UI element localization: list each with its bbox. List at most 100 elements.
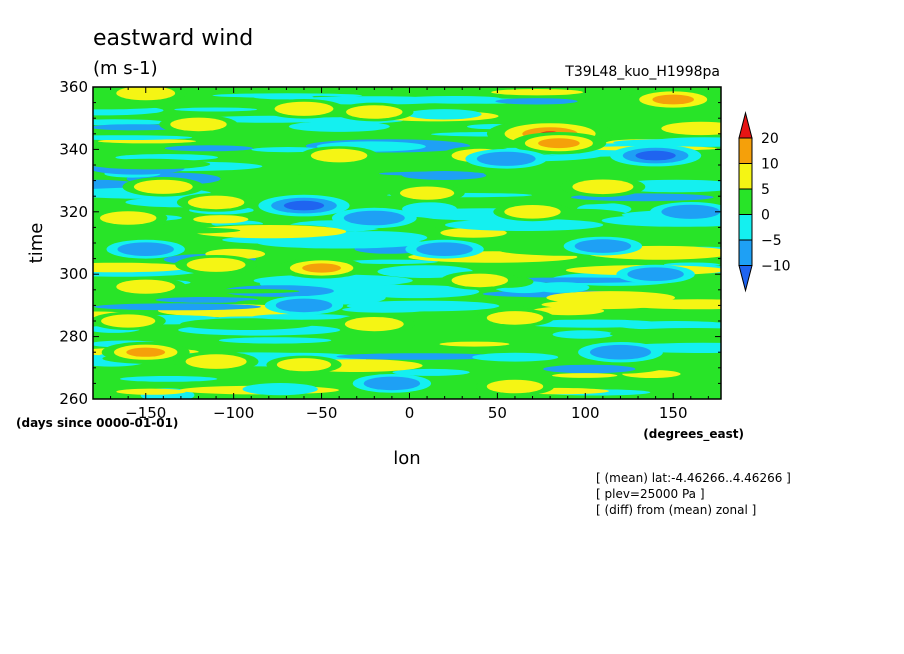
colorbar-swatch	[738, 188, 753, 215]
contour-level	[574, 239, 632, 253]
x-tick-label: 100	[571, 404, 600, 422]
wind-anomaly-feature	[258, 194, 350, 217]
texture-streak	[270, 343, 388, 349]
note-diff: [ (diff) from (mean) zonal ]	[596, 503, 756, 517]
contour-level	[126, 347, 166, 357]
texture-streak	[191, 289, 300, 294]
texture-streak	[379, 171, 485, 176]
y-axis-label: time	[26, 223, 47, 264]
chart-units: (m s-1)	[93, 58, 158, 79]
y-tick-label: 340	[59, 140, 88, 158]
texture-streak	[119, 376, 218, 382]
texture-streak	[252, 313, 352, 320]
contour-level	[504, 205, 561, 219]
texture-streak	[552, 330, 614, 339]
texture-streak	[522, 319, 663, 328]
texture-streak	[93, 158, 211, 170]
contour-level	[400, 186, 455, 200]
texture-streak	[444, 218, 604, 231]
x-tick-label: 150	[659, 404, 688, 422]
wind-anomaly-feature	[650, 202, 721, 222]
contour-level	[116, 279, 176, 294]
wind-anomaly-feature	[104, 276, 187, 297]
wind-anomaly-feature	[175, 254, 257, 275]
colorbar-label: −5	[761, 233, 782, 249]
y-tick-label: 300	[59, 265, 88, 283]
wind-anomaly-feature	[352, 374, 432, 393]
texture-streak	[495, 98, 578, 105]
texture-streak	[543, 364, 636, 374]
contour-level	[344, 317, 404, 332]
contour-level	[274, 101, 334, 116]
texture-streak	[94, 303, 262, 311]
texture-streak	[406, 109, 482, 120]
wind-anomaly-feature	[616, 264, 695, 284]
wind-anomaly-feature	[101, 341, 190, 363]
texture-streak	[174, 107, 258, 112]
y-axis-units: (days since 0000-01-01)	[16, 416, 178, 430]
contour-level	[476, 151, 536, 166]
wind-anomaly-feature	[122, 177, 205, 197]
colorbar-label: −10	[761, 259, 791, 275]
wind-anomaly-feature	[626, 88, 721, 111]
contour-level	[186, 257, 246, 272]
colorbar-label: 20	[761, 131, 779, 147]
wind-anomaly-feature	[560, 176, 646, 197]
wind-anomaly-feature	[176, 193, 256, 212]
wind-anomaly-feature	[299, 146, 379, 166]
texture-streak	[546, 291, 675, 305]
x-tick-label: 0	[405, 404, 415, 422]
wind-anomaly-feature	[333, 314, 416, 334]
note-plev: [ plev=25000 Pa ]	[596, 487, 705, 501]
run-label: T39L48_kuo_H1998pa	[564, 64, 720, 80]
wind-anomaly-feature	[266, 355, 342, 374]
wind-anomaly-feature	[264, 296, 344, 315]
contour-level	[170, 117, 227, 132]
texture-streak	[98, 139, 196, 144]
contour-level	[310, 148, 368, 163]
x-tick-label: −100	[213, 404, 254, 422]
contour-level	[133, 179, 193, 194]
texture-streak	[286, 237, 361, 243]
wind-anomaly-feature	[475, 377, 555, 396]
texture-streak	[242, 383, 318, 396]
texture-streak	[439, 341, 510, 347]
texture-streak	[392, 368, 470, 376]
contour-level	[652, 94, 694, 105]
texture-streak	[93, 262, 190, 273]
texture-streak	[229, 179, 300, 187]
wind-anomaly-feature	[610, 144, 702, 167]
wind-anomaly-feature	[263, 99, 345, 119]
texture-streak	[661, 121, 721, 136]
colorbar-swatch	[738, 214, 753, 241]
contour-level	[635, 150, 676, 161]
contour-level	[363, 376, 421, 391]
x-axis-label: lon	[393, 448, 420, 469]
texture-streak	[609, 328, 721, 340]
contour-level	[572, 179, 634, 195]
wind-anomaly-feature	[173, 351, 259, 372]
contour-level	[346, 105, 403, 119]
texture-streak	[116, 388, 186, 395]
texture-streak	[180, 318, 315, 330]
wind-anomaly-feature	[563, 236, 643, 256]
wind-anomaly-feature	[475, 308, 555, 328]
texture-streak	[491, 89, 583, 96]
contour-level	[451, 273, 508, 288]
contour-level	[590, 344, 651, 360]
texture-streak	[532, 306, 605, 316]
colorbar-extend-min	[738, 265, 753, 293]
wind-anomaly-feature	[93, 311, 166, 331]
plot-area	[93, 87, 721, 399]
colorbar: 20 10 5 0 −5 −10	[738, 111, 791, 293]
contour-level	[275, 298, 333, 313]
y-axis: 260 280 300 320 340 360	[59, 78, 721, 408]
wind-anomaly-feature	[335, 102, 414, 122]
x-tick-label: −150	[125, 404, 166, 422]
contour-field	[93, 87, 721, 399]
colorbar-swatch	[738, 137, 753, 164]
colorbar-extend-max	[738, 111, 753, 139]
texture-streak	[472, 352, 559, 362]
contour-level	[302, 263, 341, 273]
